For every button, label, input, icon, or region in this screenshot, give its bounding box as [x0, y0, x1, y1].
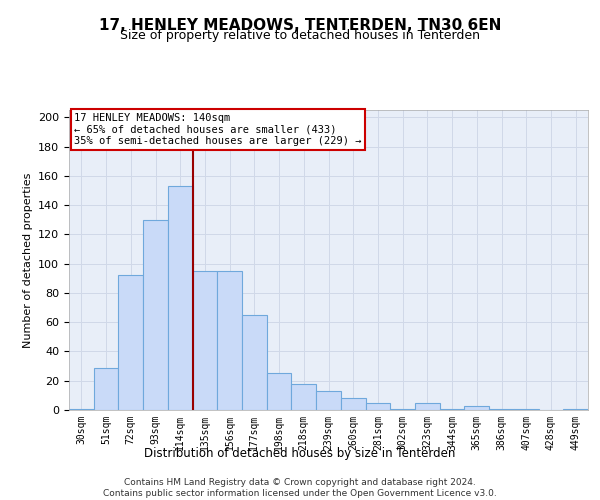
Bar	[267, 374, 292, 410]
Bar	[242, 315, 267, 410]
Bar	[415, 402, 440, 410]
Text: 17, HENLEY MEADOWS, TENTERDEN, TN30 6EN: 17, HENLEY MEADOWS, TENTERDEN, TN30 6EN	[99, 18, 501, 32]
Bar	[365, 402, 390, 410]
Bar	[69, 408, 94, 410]
Y-axis label: Number of detached properties: Number of detached properties	[23, 172, 32, 348]
Bar	[193, 271, 217, 410]
Text: Contains HM Land Registry data © Crown copyright and database right 2024.
Contai: Contains HM Land Registry data © Crown c…	[103, 478, 497, 498]
Bar	[168, 186, 193, 410]
Bar	[390, 408, 415, 410]
Bar	[514, 408, 539, 410]
Text: Distribution of detached houses by size in Tenterden: Distribution of detached houses by size …	[145, 448, 455, 460]
Bar	[440, 408, 464, 410]
Bar	[94, 368, 118, 410]
Text: Size of property relative to detached houses in Tenterden: Size of property relative to detached ho…	[120, 29, 480, 42]
Text: 17 HENLEY MEADOWS: 140sqm
← 65% of detached houses are smaller (433)
35% of semi: 17 HENLEY MEADOWS: 140sqm ← 65% of detac…	[74, 113, 362, 146]
Bar	[489, 408, 514, 410]
Bar	[316, 391, 341, 410]
Bar	[292, 384, 316, 410]
Bar	[143, 220, 168, 410]
Bar	[217, 271, 242, 410]
Bar	[563, 408, 588, 410]
Bar	[341, 398, 365, 410]
Bar	[464, 406, 489, 410]
Bar	[118, 276, 143, 410]
